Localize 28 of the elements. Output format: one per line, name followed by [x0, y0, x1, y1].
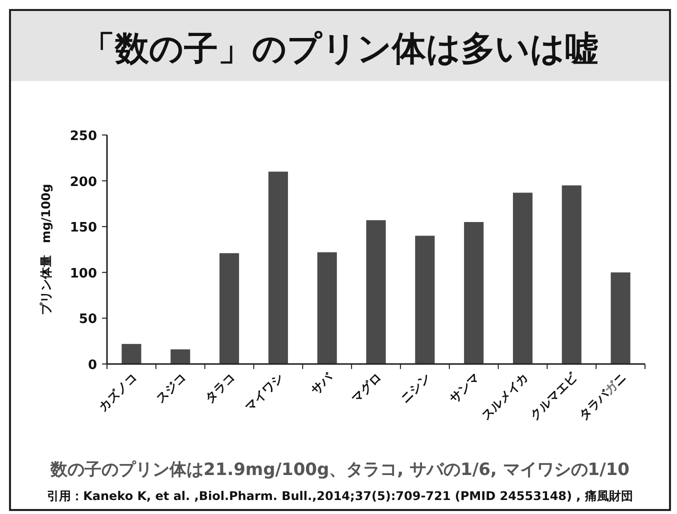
y-axis-title: プリン体量 mg/100g — [39, 184, 53, 316]
bar — [610, 272, 630, 364]
bar — [219, 253, 240, 364]
y-tick-label: 100 — [70, 266, 97, 282]
y-tick-label: 50 — [78, 312, 97, 328]
text: 数の子のプリン体は21.9mg/100g、タラコ, サバの1/6, マイワシの1/10 — [49, 460, 630, 480]
bar — [268, 172, 288, 364]
bar — [170, 349, 190, 364]
x-tick-label: タラコ — [202, 370, 238, 406]
x-tick-label: マグロ — [348, 370, 384, 406]
x-tick-label: スジコ — [153, 370, 188, 406]
bar — [366, 220, 386, 364]
bar — [512, 192, 533, 364]
text: 引用：Kaneko K, et al. ,Biol.Pharm. Bull.,2014;37(5):709-721 (PMID 24553148) , 痛風財団 — [47, 489, 633, 503]
bar — [317, 252, 337, 364]
chart-title: 「数の子」のプリン体は多いは嘘 — [81, 29, 599, 69]
bar — [464, 222, 484, 364]
bar — [122, 344, 142, 364]
y-tick-label: 150 — [70, 220, 97, 236]
y-tick-label: 250 — [70, 129, 97, 144]
x-tick-label: サバ — [308, 370, 336, 398]
y-tick-label: 200 — [70, 174, 97, 190]
x-tick-label: マイワシ — [242, 370, 286, 414]
x-tick-label: ニシン — [398, 370, 434, 406]
bar — [562, 185, 582, 364]
y-tick-label: 0 — [88, 358, 97, 373]
bar — [415, 236, 435, 364]
x-tick-label: カズノコ — [96, 370, 140, 414]
